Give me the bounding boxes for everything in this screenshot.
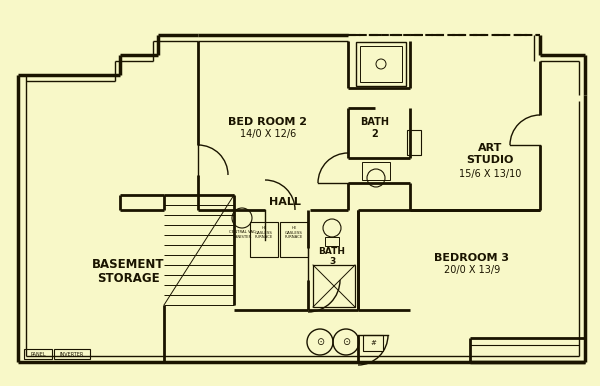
Bar [356,42,406,86]
Bar [325,237,339,246]
Text: BASEMENT: BASEMENT [92,259,164,271]
Text: 15/6 X 13/10: 15/6 X 13/10 [459,169,521,179]
Text: 20/0 X 13/9: 20/0 X 13/9 [444,265,500,275]
Text: BATH: BATH [361,117,389,127]
Bar [54,349,90,359]
Text: BED ROOM 2: BED ROOM 2 [229,117,308,127]
Text: BEDROOM 3: BEDROOM 3 [434,253,509,263]
Bar [280,222,308,257]
Text: ⊙: ⊙ [342,337,350,347]
Text: #: # [370,340,376,346]
Text: ART: ART [478,143,502,153]
Bar [363,335,383,351]
Bar [362,162,390,180]
Text: PANEL: PANEL [30,352,46,357]
Text: ⊙: ⊙ [316,337,324,347]
Text: 2: 2 [371,129,379,139]
Text: INVERTER: INVERTER [60,352,84,357]
Text: HE
GASLESS
FURNACE: HE GASLESS FURNACE [285,226,303,239]
Bar [24,349,52,359]
Bar [360,46,402,82]
Text: 14/0 X 12/6: 14/0 X 12/6 [240,129,296,139]
Text: BATH: BATH [319,247,346,257]
Text: HE
GASLESS
FURNACE: HE GASLESS FURNACE [255,226,273,239]
Text: 3: 3 [329,257,335,266]
Text: CENTRAL VAC
CANISTER: CENTRAL VAC CANISTER [229,230,256,239]
Bar [250,222,278,257]
Bar [407,130,421,155]
Text: STORAGE: STORAGE [97,271,160,284]
Text: HALL: HALL [269,197,301,207]
Text: STUDIO: STUDIO [466,155,514,165]
Bar [313,265,355,307]
